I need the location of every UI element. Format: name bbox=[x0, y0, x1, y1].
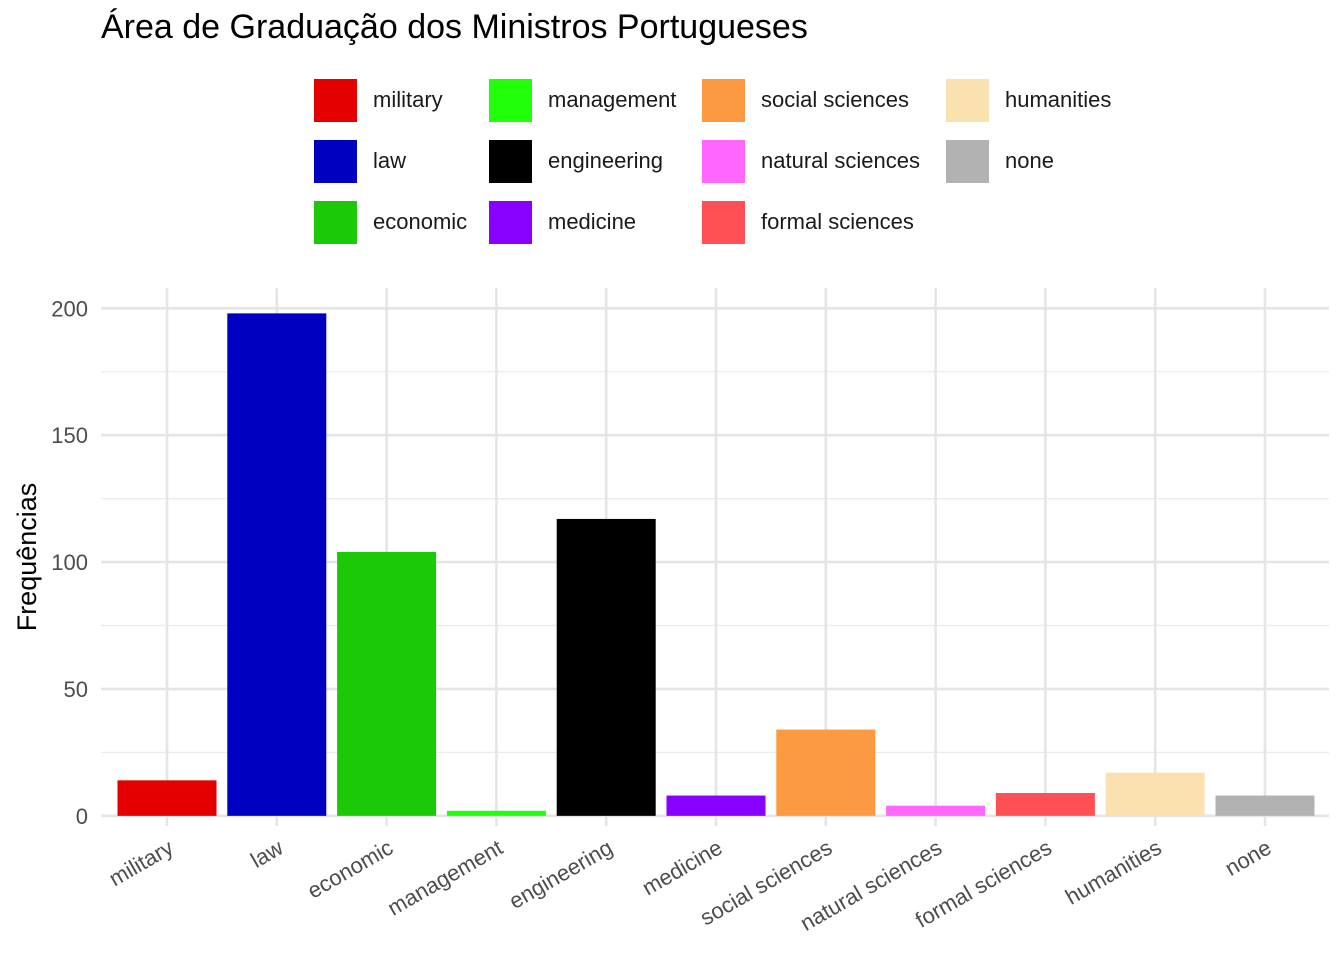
legend-item: medicine bbox=[489, 200, 636, 244]
legend-label: social sciences bbox=[761, 87, 909, 112]
legend-label: military bbox=[373, 87, 443, 112]
legend-swatch bbox=[702, 139, 745, 183]
bar-military bbox=[117, 780, 217, 816]
bar-social-sciences bbox=[776, 729, 876, 816]
bar-none bbox=[1215, 795, 1315, 816]
y-tick-label: 50 bbox=[64, 677, 88, 702]
y-tick-label: 100 bbox=[51, 550, 88, 575]
legend-label: none bbox=[1005, 148, 1054, 173]
x-tick-label: management bbox=[383, 835, 507, 921]
y-tick-label: 0 bbox=[76, 804, 88, 829]
bar-management bbox=[446, 810, 546, 816]
legend-item: military bbox=[314, 78, 443, 122]
x-tick-label: none bbox=[1221, 835, 1276, 881]
legend-swatch bbox=[489, 200, 532, 244]
legend-swatch bbox=[314, 139, 357, 183]
legend-label: management bbox=[548, 87, 677, 112]
legend-swatch bbox=[946, 78, 989, 122]
bar-formal-sciences bbox=[995, 793, 1095, 816]
legend-item: formal sciences bbox=[702, 200, 914, 244]
chart-title: Área de Graduação dos Ministros Portugue… bbox=[101, 8, 808, 46]
y-tick-label: 150 bbox=[51, 423, 88, 448]
legend-item: engineering bbox=[489, 139, 663, 183]
legend-item: natural sciences bbox=[702, 139, 920, 183]
legend-label: engineering bbox=[548, 148, 663, 173]
x-tick-label: humanities bbox=[1061, 835, 1166, 910]
bar-engineering bbox=[556, 518, 656, 816]
legend-swatch bbox=[702, 78, 745, 122]
legend-label: formal sciences bbox=[761, 209, 914, 234]
legend-swatch bbox=[314, 78, 357, 122]
x-tick-label: economic bbox=[303, 835, 397, 904]
legend-item: none bbox=[946, 139, 1054, 183]
legend-label: humanities bbox=[1005, 87, 1112, 112]
legend-label: medicine bbox=[548, 209, 637, 234]
x-tick-label: engineering bbox=[505, 835, 617, 914]
x-tick-label: medicine bbox=[638, 835, 727, 901]
legend-item: humanities bbox=[946, 78, 1111, 122]
x-tick-label: law bbox=[246, 835, 287, 873]
x-tick-label: military bbox=[105, 835, 178, 891]
bar-humanities bbox=[1105, 772, 1205, 816]
legend-swatch bbox=[489, 139, 532, 183]
legend-swatch bbox=[314, 200, 357, 244]
legend-item: social sciences bbox=[702, 78, 909, 122]
legend-label: economic bbox=[373, 209, 468, 234]
legend: military law economic management engineering… bbox=[0, 0, 1344, 260]
y-axis-label: Frequências bbox=[12, 483, 42, 632]
legend-label: natural sciences bbox=[761, 148, 920, 173]
legend-swatch bbox=[489, 78, 532, 122]
bar-economic bbox=[337, 551, 437, 816]
legend-item: economic bbox=[314, 200, 467, 244]
bar-natural-sciences bbox=[886, 805, 986, 816]
y-tick-label: 200 bbox=[51, 296, 88, 321]
legend-item: management bbox=[489, 78, 676, 122]
legend-label: law bbox=[373, 148, 407, 173]
legend-item: law bbox=[314, 139, 406, 183]
legend-swatch bbox=[946, 139, 989, 183]
legend-swatch bbox=[702, 200, 745, 244]
bar-law bbox=[227, 313, 327, 816]
bar-medicine bbox=[666, 795, 766, 816]
